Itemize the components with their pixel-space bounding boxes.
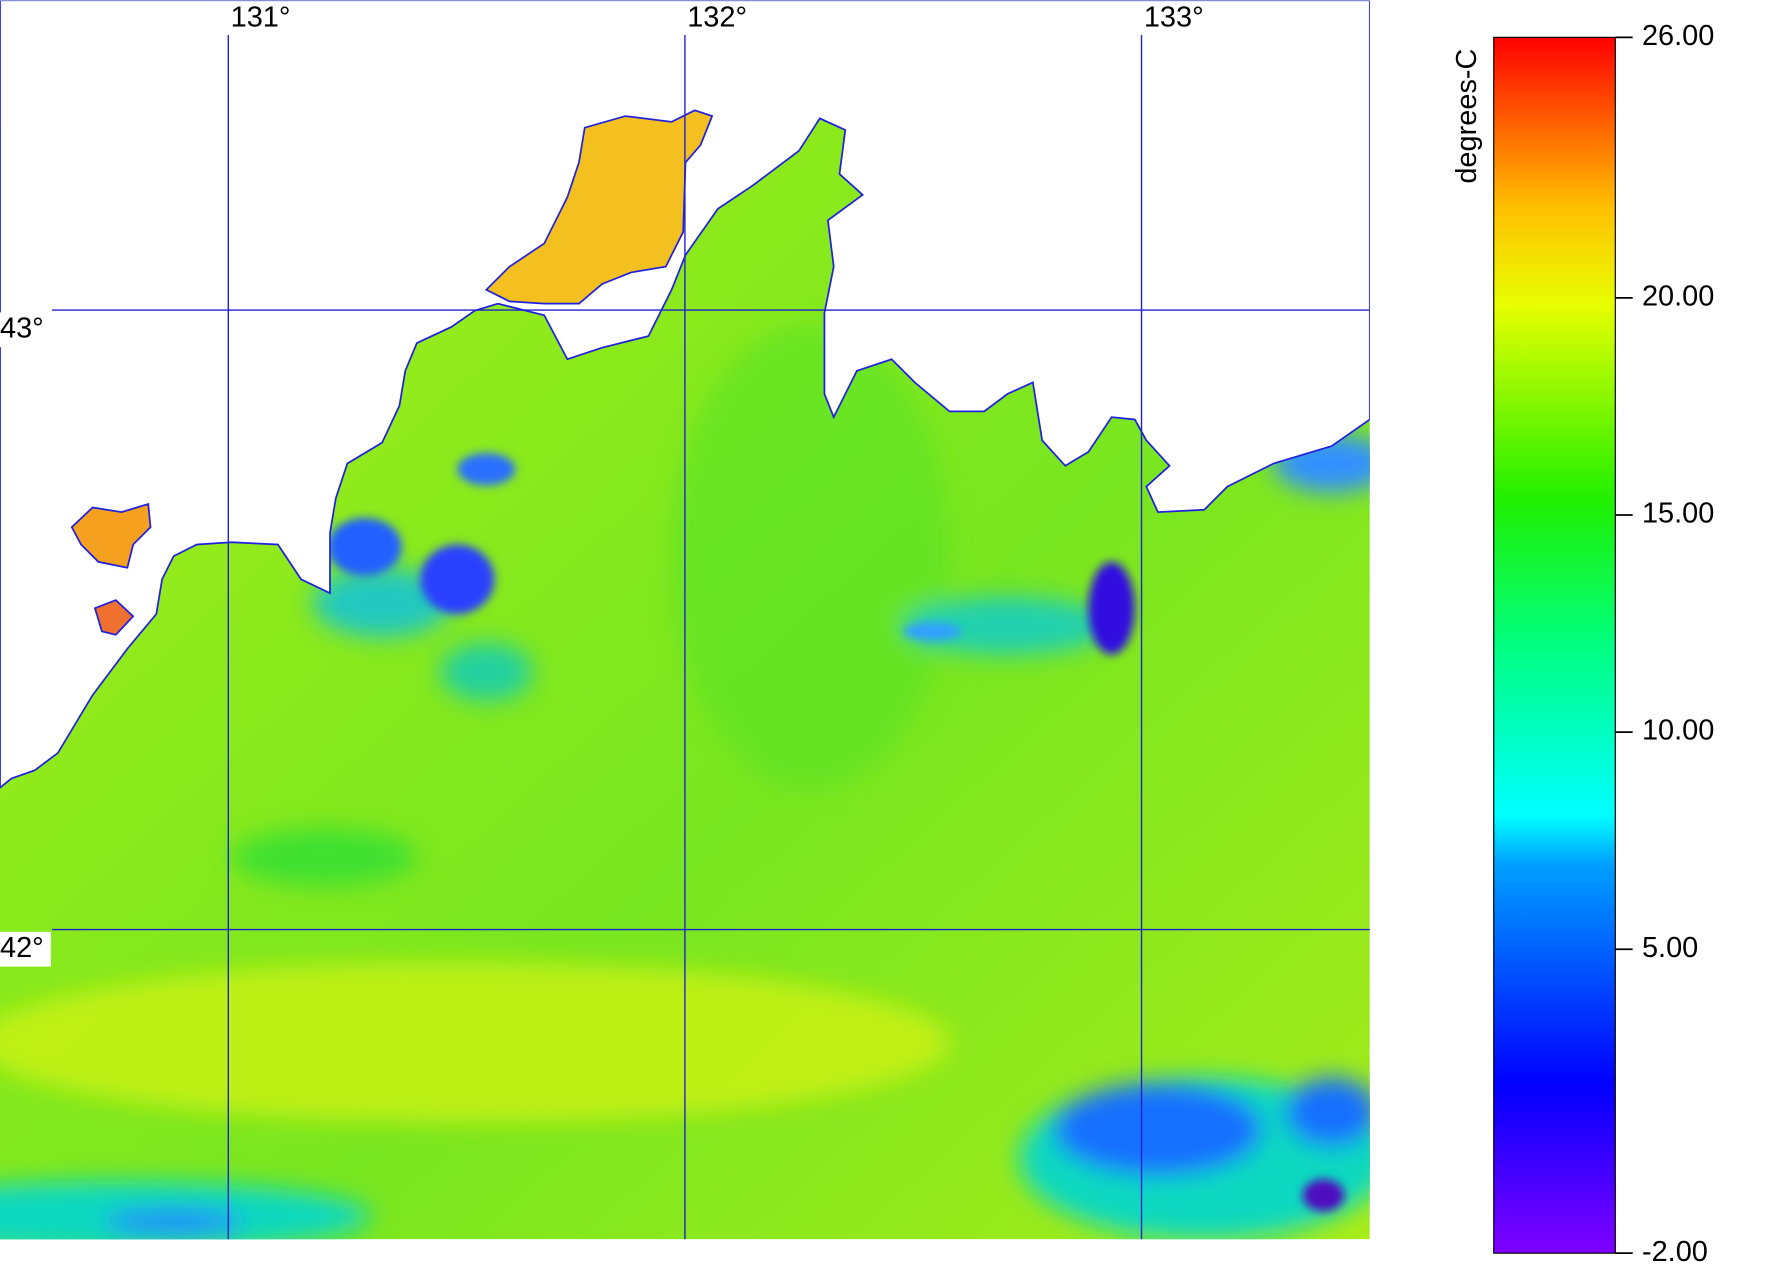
- colorbar-label: degrees-C: [1451, 49, 1483, 184]
- longitude-label: 133°: [1144, 1, 1204, 33]
- colorbar-tick-label: 5.00: [1642, 932, 1698, 964]
- latitude-label: 43°: [0, 312, 44, 344]
- latitude-label: 42°: [0, 932, 44, 964]
- bay: [484, 109, 714, 305]
- temperature-patches: [0, 324, 1370, 1240]
- longitude-label: 132°: [687, 1, 747, 33]
- land: [0, 0, 1370, 789]
- sst-field: [0, 0, 1370, 1240]
- lagoon: [93, 599, 135, 636]
- latitude-label-bg: [0, 312, 51, 348]
- colorbar: [1493, 36, 1616, 1254]
- lagoon: [70, 502, 152, 569]
- colorbar-tick-label: 20.00: [1642, 281, 1714, 313]
- cold-cores: [327, 453, 1345, 1212]
- colorbar-tick-label: 15.00: [1642, 498, 1714, 530]
- latitude-label-bg: [0, 931, 51, 967]
- colorbar-tick-label: -2.00: [1642, 1236, 1708, 1268]
- longitude-label: 131°: [231, 1, 291, 33]
- colorbar-tick-label: 26.00: [1642, 20, 1714, 52]
- colorbar-tick-label: 10.00: [1642, 715, 1714, 747]
